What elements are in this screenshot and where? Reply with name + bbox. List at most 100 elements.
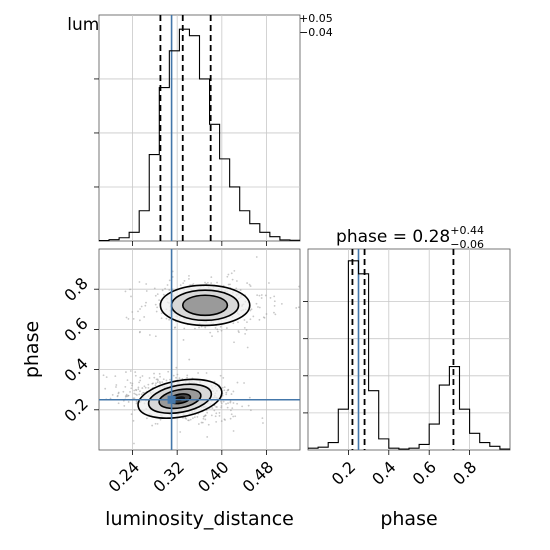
scatter-point xyxy=(135,400,138,403)
scatter-point xyxy=(183,327,186,330)
scatter-point xyxy=(129,381,132,384)
density-contour xyxy=(159,284,251,327)
scatter-point xyxy=(215,420,218,423)
scatter-point xyxy=(215,405,217,408)
scatter-point xyxy=(273,311,275,314)
scatter-point xyxy=(159,375,161,378)
scatter-point xyxy=(258,306,261,309)
scatter-point xyxy=(130,295,132,298)
scatter-point xyxy=(226,406,229,409)
scatter-point xyxy=(204,418,207,421)
scatter-point xyxy=(232,322,235,325)
scatter-point xyxy=(154,335,157,338)
scatter-point xyxy=(169,378,171,381)
phase-histogram-panel xyxy=(303,248,511,455)
scatter-point xyxy=(206,281,209,284)
scatter-point xyxy=(154,294,157,297)
scatter-point xyxy=(138,331,141,334)
scatter-point xyxy=(237,330,240,332)
scatter-point xyxy=(126,379,129,382)
scatter-point xyxy=(148,377,151,379)
scatter-point xyxy=(117,392,120,395)
scatter-point xyxy=(131,382,134,385)
scatter-point xyxy=(125,393,128,396)
scatter-point xyxy=(143,385,146,388)
scatter-point xyxy=(220,402,223,405)
scatter-point xyxy=(202,415,205,418)
scatter-point xyxy=(260,294,263,296)
scatter-point xyxy=(109,397,112,400)
scatter-point xyxy=(229,401,232,404)
title-phase-plus: +0.44 xyxy=(450,224,484,237)
scatter-point xyxy=(161,381,164,384)
scatter-point xyxy=(244,332,247,335)
scatter-point xyxy=(256,294,259,297)
density-contour xyxy=(158,388,202,410)
scatter-point xyxy=(147,383,150,386)
scatter-point xyxy=(264,294,267,297)
scatter-point xyxy=(220,329,223,332)
scatter-point xyxy=(210,282,213,284)
scatter-point xyxy=(158,299,161,302)
scatter-point xyxy=(269,296,272,299)
scatter-point xyxy=(184,417,187,419)
scatter-point xyxy=(127,318,130,320)
scatter-point xyxy=(138,319,141,322)
scatter-point xyxy=(236,280,238,282)
scatter-point xyxy=(262,422,264,424)
scatter-point xyxy=(155,382,157,385)
scatter-point xyxy=(258,294,261,297)
scatter-point xyxy=(144,386,147,389)
scatter-point xyxy=(247,404,250,407)
scatter-point xyxy=(248,396,251,399)
scatter-point xyxy=(223,389,226,392)
scatter-point xyxy=(135,389,138,392)
scatter-point xyxy=(158,372,161,375)
joint-density-frame xyxy=(98,248,301,451)
x-tick-label-phase: 0.6 xyxy=(409,457,440,488)
scatter-point xyxy=(161,289,164,292)
scatter-point xyxy=(204,326,207,329)
scatter-point xyxy=(226,275,229,278)
scatter-point xyxy=(139,390,141,393)
scatter-point xyxy=(160,312,163,315)
scatter-point xyxy=(197,423,200,425)
scatter-point xyxy=(102,374,105,377)
title-phase-value: 0.28 xyxy=(412,227,450,247)
scatter-point xyxy=(175,376,177,379)
title-phase: phase = 0.28+0.44 −0.06 xyxy=(336,224,484,251)
scatter-point xyxy=(132,419,135,422)
scatter-point xyxy=(131,311,134,313)
scatter-point xyxy=(133,442,135,445)
scatter-point xyxy=(168,318,171,321)
y-tick-label-phase: 0.2 xyxy=(60,394,91,425)
scatter-point xyxy=(122,390,125,393)
scatter-point xyxy=(215,412,218,415)
scatter-point xyxy=(140,305,143,308)
scatter-point xyxy=(246,346,249,349)
scatter-point xyxy=(213,409,216,412)
scatter-point xyxy=(225,327,228,329)
scatter-point xyxy=(188,274,190,277)
scatter-point xyxy=(139,379,142,382)
scatter-point xyxy=(246,321,248,324)
scatter-point xyxy=(127,394,130,397)
scatter-point xyxy=(178,377,181,379)
truth-marker xyxy=(167,395,176,404)
scatter-point xyxy=(164,287,166,290)
scatter-point xyxy=(252,315,255,318)
scatter-point xyxy=(204,281,206,284)
scatter-point xyxy=(156,422,159,425)
scatter-point xyxy=(239,289,242,291)
y-tick-label-phase: 0.8 xyxy=(60,274,91,305)
luminosity-distance-histogram-panel xyxy=(94,14,301,246)
scatter-point xyxy=(231,407,234,410)
scatter-point xyxy=(156,378,159,381)
scatter-point xyxy=(227,402,229,405)
scatter-point xyxy=(222,400,225,403)
scatter-point xyxy=(183,280,186,282)
scatter-point xyxy=(237,321,239,324)
scatter-point xyxy=(230,413,233,416)
x-tick-label-phase: 0.2 xyxy=(328,457,359,488)
scatter-point xyxy=(191,417,194,420)
